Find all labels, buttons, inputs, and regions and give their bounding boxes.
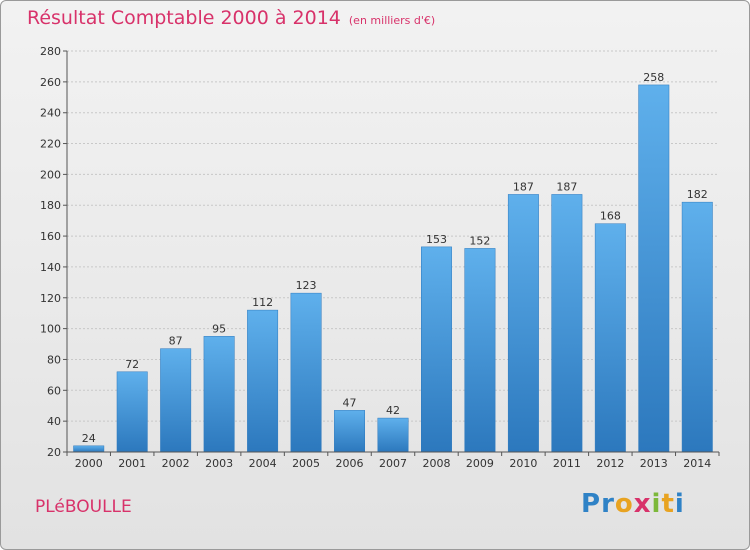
bar-2007 — [377, 417, 409, 453]
data-label-2001: 72 — [125, 358, 139, 371]
logo-letter: i — [674, 489, 685, 519]
y-tick-label: 60 — [47, 384, 61, 397]
y-tick-label: 140 — [40, 261, 61, 274]
data-label-2010: 187 — [513, 180, 534, 193]
bar-2002 — [160, 348, 192, 453]
bar-2014 — [681, 201, 713, 453]
y-tick-label: 40 — [47, 415, 61, 428]
y-tick-label: 240 — [40, 107, 61, 120]
bar-2010 — [507, 194, 539, 453]
y-tick-label: 20 — [47, 446, 61, 459]
logo-letter: P — [581, 489, 602, 519]
data-label-2000: 24 — [82, 432, 96, 445]
bar-2011 — [551, 194, 583, 453]
data-label-2007: 42 — [386, 404, 400, 417]
unit-label: (en milliers d'€) — [348, 14, 436, 27]
x-tick-label-2001: 2001 — [118, 457, 146, 470]
bar-2008 — [421, 246, 452, 453]
data-label-2003: 95 — [212, 322, 226, 335]
bar-2013 — [638, 84, 670, 453]
data-label-2005: 123 — [296, 279, 317, 292]
x-tick-label-2008: 2008 — [422, 457, 450, 470]
x-tick-label-2002: 2002 — [162, 457, 190, 470]
data-label-2014: 182 — [687, 188, 708, 201]
y-tick-label: 100 — [40, 323, 61, 336]
x-tick-label-2003: 2003 — [205, 457, 233, 470]
data-label-2008: 153 — [426, 233, 447, 246]
x-axis: 2000 2001 2002 2003 2004 2005 2006 2007 2008 2009… — [66, 451, 720, 470]
y-tick-label: 180 — [40, 199, 61, 212]
logo-letter: r — [601, 489, 615, 519]
y-tick-label: 120 — [40, 292, 61, 305]
bar-2000 — [73, 445, 105, 453]
bars — [73, 84, 713, 453]
bar-2005 — [290, 292, 322, 453]
data-label-2012: 168 — [600, 210, 621, 223]
logo-letter: t — [661, 489, 675, 519]
bar-2003 — [203, 336, 235, 453]
x-tick-label-2013: 2013 — [640, 457, 668, 470]
data-label-2009: 152 — [469, 234, 490, 247]
x-tick-label-2012: 2012 — [596, 457, 624, 470]
x-tick-label-2011: 2011 — [553, 457, 581, 470]
data-label-2013: 258 — [643, 71, 664, 84]
x-tick-label-2004: 2004 — [249, 457, 277, 470]
chart-title-text: Résultat Comptable 2000 à 2014 — [27, 7, 341, 29]
logo-letter: i — [651, 489, 662, 519]
data-labels: 24 72 87 95 112 123 47 42 153 152 187 187 168 258 182 — [82, 71, 708, 445]
y-tick-label: 160 — [40, 230, 61, 243]
x-tick-label-2010: 2010 — [509, 457, 537, 470]
x-tick-label-2006: 2006 — [336, 457, 364, 470]
commune-name: PLéBOULLE — [35, 497, 132, 517]
y-tick-label: 200 — [40, 168, 61, 181]
data-label-2011: 187 — [556, 180, 577, 193]
y-axis: 20 40 60 80 100 120 140 160 180 200 220 240 260 280 — [40, 45, 68, 459]
chart-title: Résultat Comptable 2000 à 2014 (en millie… — [27, 7, 435, 29]
y-tick-label: 280 — [40, 45, 61, 58]
bar-2009 — [464, 248, 496, 453]
y-tick-label: 80 — [47, 353, 61, 366]
logo-letter: o — [614, 489, 634, 519]
logo-letter: x — [633, 489, 652, 519]
y-tick-label: 260 — [40, 76, 61, 89]
x-tick-label-2000: 2000 — [75, 457, 103, 470]
proxiti-logo: Proxiti — [581, 489, 685, 519]
x-tick-label-2005: 2005 — [292, 457, 320, 470]
bar-2006 — [334, 410, 365, 453]
x-tick-label-2014: 2014 — [683, 457, 711, 470]
x-tick-label-2009: 2009 — [466, 457, 494, 470]
x-tick-label-2007: 2007 — [379, 457, 407, 470]
data-label-2006: 47 — [343, 396, 357, 409]
y-tick-label: 220 — [40, 138, 61, 151]
bar-2001 — [116, 371, 148, 453]
data-label-2002: 87 — [169, 335, 183, 348]
data-label-2004: 112 — [252, 296, 273, 309]
bar-2004 — [247, 309, 279, 453]
bar-2012 — [594, 223, 626, 453]
